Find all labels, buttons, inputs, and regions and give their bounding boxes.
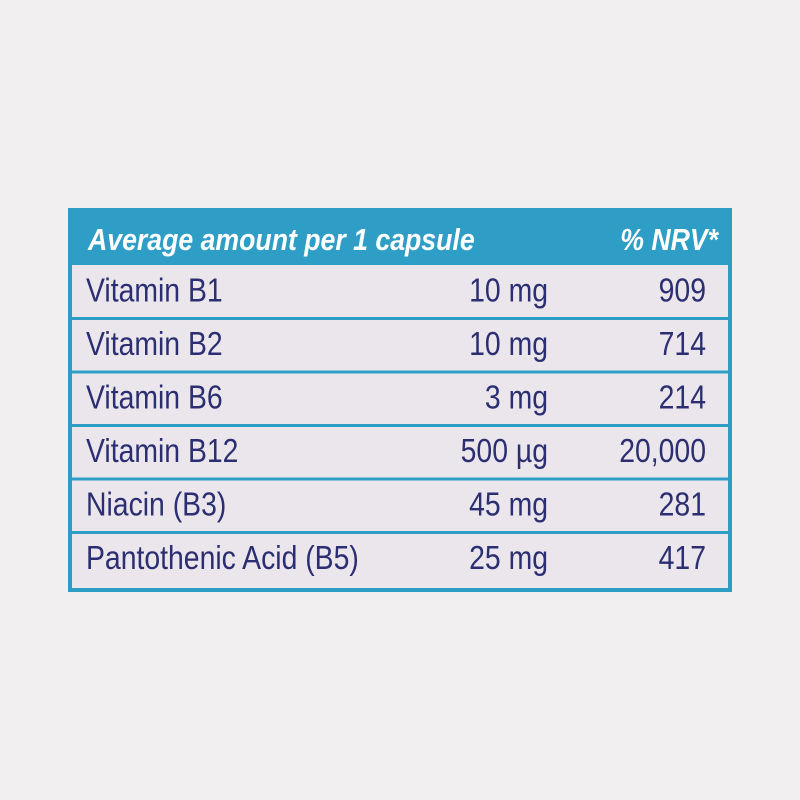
nutrient-nrv-group: 214 xyxy=(659,378,706,416)
nutrient-amount-group: 3 mg xyxy=(485,378,548,416)
nutrient-amount: 10 mg xyxy=(469,325,548,363)
nutrient-name-group: Vitamin B1 xyxy=(86,271,223,309)
nutrient-nrv-group: 281 xyxy=(659,485,706,523)
nutrient-nrv: 714 xyxy=(659,325,706,363)
nutrient-amount-group: 10 mg xyxy=(469,325,548,363)
nutrient-amount: 500 µg xyxy=(461,432,548,470)
table-frame xyxy=(68,208,732,592)
nutrient-name-group: Vitamin B2 xyxy=(86,325,223,363)
nutrient-amount: 3 mg xyxy=(485,378,548,416)
nutrient-name: Vitamin B1 xyxy=(86,271,223,309)
nutrient-nrv: 20,000 xyxy=(619,432,706,470)
nutrient-amount: 25 mg xyxy=(469,539,548,577)
nutrient-name-group: Niacin (B3) xyxy=(86,485,226,523)
nutrient-name: Vitamin B6 xyxy=(86,378,223,416)
nutrient-nrv: 214 xyxy=(659,378,706,416)
nutrient-name: Vitamin B12 xyxy=(86,432,238,470)
header-amount-group: Average amount per 1 capsule xyxy=(87,223,475,257)
header-amount: Average amount per 1 capsule xyxy=(87,223,475,257)
nutrient-nrv-group: 20,000 xyxy=(619,432,706,470)
nutrient-name: Pantothenic Acid (B5) xyxy=(86,539,359,577)
nutrient-amount-group: 500 µg xyxy=(461,432,548,470)
nutrient-name-group: Pantothenic Acid (B5) xyxy=(86,539,359,577)
nutrient-amount-group: 10 mg xyxy=(469,271,548,309)
nutrient-name: Vitamin B2 xyxy=(86,325,223,363)
nutrient-nrv: 281 xyxy=(659,485,706,523)
nutrient-name-group: Vitamin B12 xyxy=(86,432,238,470)
nutrient-amount-group: 45 mg xyxy=(469,485,548,523)
nutrient-name-group: Vitamin B6 xyxy=(86,378,223,416)
header-nrv: % NRV* xyxy=(620,223,719,257)
nutrient-nrv-group: 714 xyxy=(659,325,706,363)
nutrient-nrv: 417 xyxy=(659,539,706,577)
nutrient-amount-group: 25 mg xyxy=(469,539,548,577)
header-nrv-group: % NRV* xyxy=(620,223,719,257)
nutrient-nrv-group: 909 xyxy=(659,271,706,309)
nutrient-nrv: 909 xyxy=(659,271,706,309)
nutrient-name: Niacin (B3) xyxy=(86,485,226,523)
nutrient-amount: 45 mg xyxy=(469,485,548,523)
nutrient-nrv-group: 417 xyxy=(659,539,706,577)
table-header-band xyxy=(70,210,730,265)
nutrient-amount: 10 mg xyxy=(469,271,548,309)
